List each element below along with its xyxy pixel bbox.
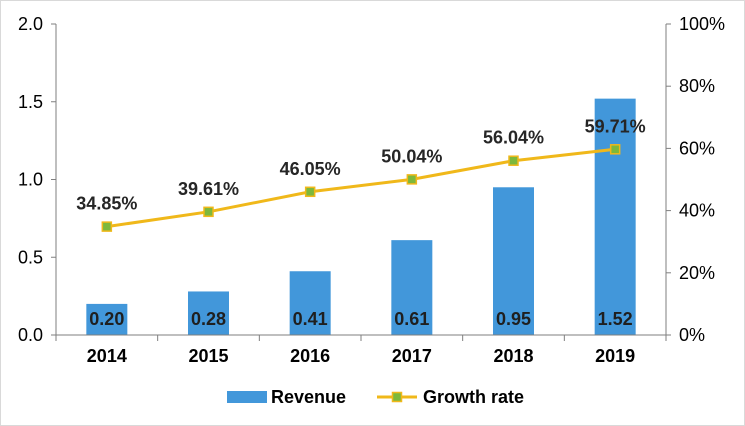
- growth-rate-marker-2019: [609, 144, 621, 155]
- legend-label-revenue: Revenue: [271, 387, 346, 407]
- y-left-tick-label: 2.0: [18, 14, 43, 34]
- y-right-tick-label: 100%: [679, 14, 725, 34]
- x-tick-label-2016: 2016: [290, 346, 330, 366]
- bar-value-label-2015: 0.28: [191, 309, 226, 329]
- growth-rate-marker-2014: [101, 221, 113, 232]
- y-left-tick-label: 0.0: [18, 325, 43, 345]
- growth-rate-label-2018: 56.04%: [483, 128, 544, 148]
- bar-2015: [188, 291, 229, 335]
- bar-value-label-2019: 1.52: [598, 309, 633, 329]
- line-layer: [101, 144, 621, 232]
- growth-rate-marker-2015: [203, 206, 214, 218]
- bar-2018: [493, 187, 534, 335]
- y-right-tick-label: 60%: [679, 138, 715, 158]
- x-tick-label-2019: 2019: [595, 346, 635, 366]
- x-tick-label-2015: 2015: [188, 346, 228, 366]
- bar-2017: [391, 240, 433, 335]
- growth-rate-marker-2018: [508, 155, 519, 166]
- bar-value-label-2017: 0.61: [394, 309, 429, 329]
- axes-layer: 0.0 0.5 1.0 1.5 2.0 0% 20% 40% 60% 80% 100% 2014 201…: [18, 14, 725, 366]
- x-tick-label-2018: 2018: [493, 346, 533, 366]
- x-tick-label-2017: 2017: [392, 346, 432, 366]
- bar-2014: [86, 303, 128, 335]
- y-right-tick-label: 20%: [679, 263, 715, 283]
- legend: Revenue Growth rate: [227, 387, 524, 407]
- y-left-tick-label: 0.5: [18, 247, 43, 267]
- bar-value-label-2016: 0.41: [293, 309, 328, 329]
- y-left-tick-label: 1.0: [18, 170, 43, 190]
- y-right-tick-label: 0%: [679, 325, 705, 345]
- growth-rate-marker-2016: [304, 186, 316, 198]
- bar-value-label-2014: 0.20: [89, 309, 124, 329]
- x-tick-label-2014: 2014: [87, 346, 127, 366]
- growth-rate-label-2017: 50.04%: [381, 146, 442, 166]
- growth-rate-label-2019: 59.71%: [585, 116, 646, 136]
- growth-rate-label-2016: 46.05%: [280, 159, 341, 179]
- growth-rate-line: [106, 147, 616, 229]
- legend-marker-growth-rate: [391, 391, 403, 403]
- growth-rate-label-2015: 39.61%: [178, 179, 239, 199]
- bar-2019: [594, 98, 636, 335]
- legend-label-growth-rate: Growth rate: [423, 387, 524, 407]
- growth-rate-marker-2017: [406, 174, 418, 185]
- labels-layer: 0.20 0.28 0.41 0.61 0.95 1.52 34.85% 39.61% 46.0…: [76, 116, 645, 329]
- legend-swatch-revenue: [227, 391, 267, 403]
- y-right-tick-label: 40%: [679, 201, 715, 221]
- bars-layer: [86, 98, 636, 335]
- bar-2016: [289, 271, 331, 335]
- bar-value-label-2018: 0.95: [496, 309, 531, 329]
- y-left-tick-label: 1.5: [18, 92, 43, 112]
- growth-rate-label-2014: 34.85%: [76, 194, 137, 214]
- y-right-tick-label: 80%: [679, 76, 715, 96]
